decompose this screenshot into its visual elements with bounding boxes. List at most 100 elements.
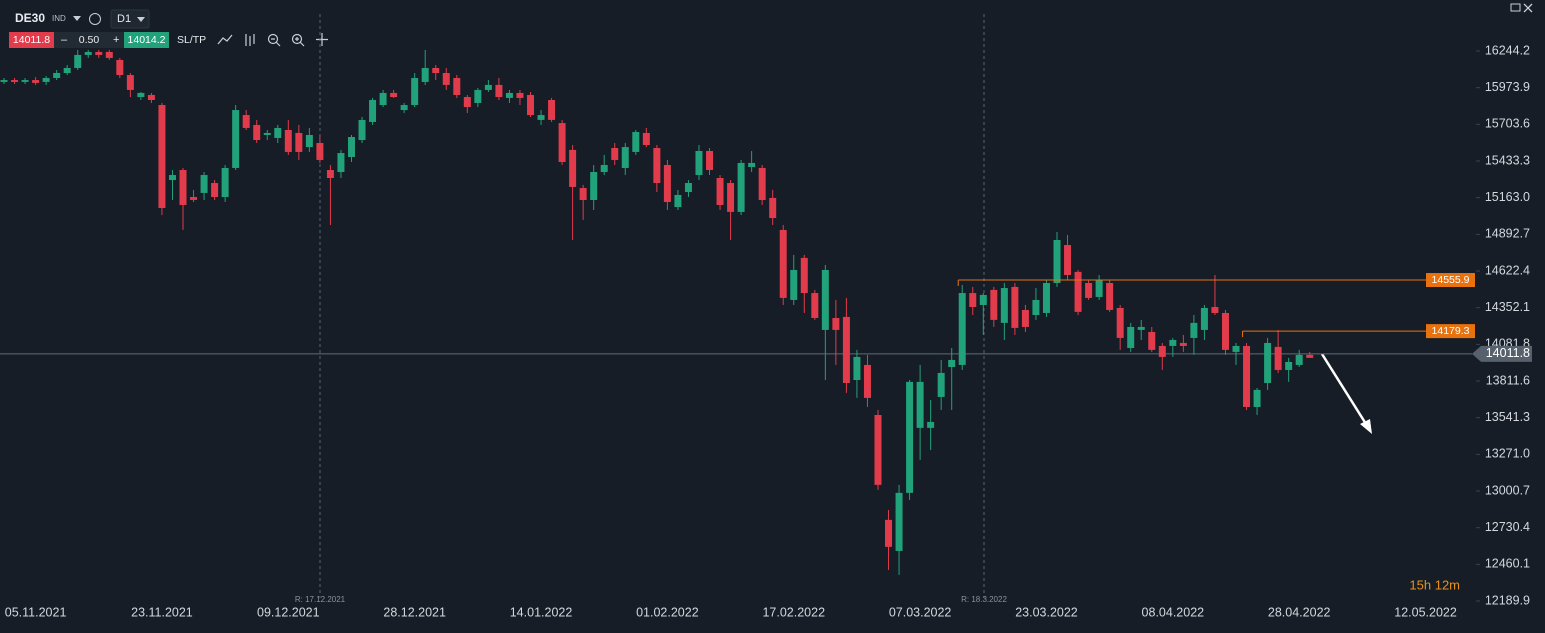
timeframe-box[interactable] xyxy=(110,9,150,29)
y-tick-label: 14892.7 xyxy=(1485,227,1530,241)
candle-body xyxy=(1021,309,1029,327)
candle-body xyxy=(537,115,545,120)
candle-body xyxy=(916,381,924,428)
candle-body xyxy=(1211,307,1219,313)
candle-body xyxy=(811,293,819,319)
x-tick-label: 23.11.2021 xyxy=(131,605,193,619)
toolbar: DE30 IND D1 14011.8 – 0.50 + 14014.2 SL/… xyxy=(9,3,1533,48)
y-tick-label: 13541.3 xyxy=(1485,410,1530,424)
candle-body xyxy=(684,183,692,192)
candle-body xyxy=(211,183,219,197)
candle-body xyxy=(821,269,829,330)
candle-body xyxy=(1190,322,1198,338)
candle-body xyxy=(1011,286,1019,328)
symbol-caret[interactable] xyxy=(73,16,81,21)
close-icon[interactable] xyxy=(1523,3,1533,13)
candle-body xyxy=(495,84,503,98)
candle-body xyxy=(337,153,345,173)
candle-body xyxy=(527,94,534,116)
minus[interactable]: – xyxy=(61,34,68,46)
x-tick-label: 12.05.2022 xyxy=(1394,605,1457,619)
candle-body xyxy=(611,148,619,160)
y-tick-label: 12460.1 xyxy=(1485,557,1530,571)
candle-body xyxy=(42,78,50,82)
window-icon[interactable] xyxy=(1510,3,1521,12)
lot-box[interactable] xyxy=(54,32,124,48)
y-tick-label: 15973.9 xyxy=(1485,80,1530,94)
y-tick-label: 15703.6 xyxy=(1485,117,1530,131)
plus[interactable]: + xyxy=(113,34,119,46)
x-tick-label: 09.12.2021 xyxy=(257,605,320,619)
candle-body xyxy=(1169,339,1177,346)
x-tick-label: 17.02.2022 xyxy=(762,605,825,619)
line-tool[interactable] xyxy=(217,34,233,45)
candle-body xyxy=(284,129,292,152)
level-label: 14179.3 xyxy=(1432,325,1470,337)
candle-body xyxy=(263,132,271,135)
candle-body xyxy=(790,269,798,300)
candle-body xyxy=(1274,346,1282,370)
candle-body xyxy=(326,169,334,178)
info-icon[interactable] xyxy=(89,13,101,25)
candle-body xyxy=(948,359,956,367)
candle-body xyxy=(253,124,261,141)
candle-body xyxy=(147,94,155,100)
candle-body xyxy=(1179,342,1187,346)
candle-body xyxy=(84,51,92,55)
candle-body xyxy=(411,78,419,106)
sltp[interactable]: SL/TP xyxy=(177,34,206,46)
candle-body xyxy=(642,132,650,146)
candle-body xyxy=(863,364,871,398)
candle-body xyxy=(316,142,324,160)
symbol[interactable]: DE30 xyxy=(15,11,45,25)
candle-body xyxy=(200,175,208,193)
x-tick-label: 28.12.2021 xyxy=(383,605,446,619)
candle-body xyxy=(632,132,640,152)
timeframe: D1 xyxy=(117,13,131,25)
candle-body xyxy=(463,97,471,108)
level-tag xyxy=(1426,324,1475,339)
candle-body xyxy=(769,197,777,219)
y-tick-label: 13811.6 xyxy=(1486,373,1530,387)
candle-body xyxy=(979,294,987,305)
zoom-out[interactable] xyxy=(267,33,279,45)
candle-body xyxy=(716,177,724,205)
level-tag xyxy=(1426,273,1475,288)
candle-body xyxy=(842,316,850,383)
candle-body xyxy=(748,162,756,168)
candle-body xyxy=(927,421,935,428)
bid-price: 14011.8 xyxy=(13,34,50,46)
pan-tool[interactable] xyxy=(316,33,328,46)
candle-body xyxy=(179,169,187,205)
candle-body xyxy=(1158,345,1166,357)
y-tick-label: 14352.1 xyxy=(1485,300,1530,314)
candle-body xyxy=(484,84,492,90)
indicator-tool[interactable] xyxy=(245,34,255,46)
candle-body xyxy=(1116,307,1124,338)
price-label: 14011.8 xyxy=(1486,346,1530,360)
zoom-in[interactable] xyxy=(291,33,303,45)
candle-body xyxy=(1042,282,1050,313)
candle-body xyxy=(74,54,82,68)
candle-body xyxy=(906,381,914,493)
candle-body xyxy=(305,134,313,148)
candle-body xyxy=(621,147,629,168)
candle-body xyxy=(1074,271,1082,312)
candle-body xyxy=(358,119,366,141)
candle-body xyxy=(674,194,682,208)
candle-body xyxy=(95,51,103,55)
candle-body xyxy=(242,115,250,128)
y-tick-label: 12730.4 xyxy=(1485,520,1530,534)
x-tick-label: 01.02.2022 xyxy=(636,605,699,619)
candle-body xyxy=(295,132,303,152)
buy-button[interactable] xyxy=(124,32,169,48)
lot: 0.50 xyxy=(79,34,100,46)
candle-body xyxy=(779,229,787,298)
candle-body xyxy=(390,92,398,98)
candle-body xyxy=(1295,354,1303,365)
candle-body xyxy=(1064,245,1072,275)
candle-body xyxy=(232,110,240,168)
candle-body xyxy=(421,67,429,82)
sell-button[interactable] xyxy=(9,32,54,48)
